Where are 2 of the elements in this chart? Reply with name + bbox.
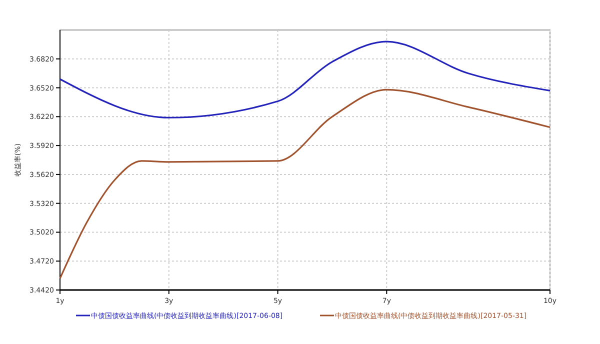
- line-series: [59, 40, 551, 118]
- line-series: [59, 88, 551, 280]
